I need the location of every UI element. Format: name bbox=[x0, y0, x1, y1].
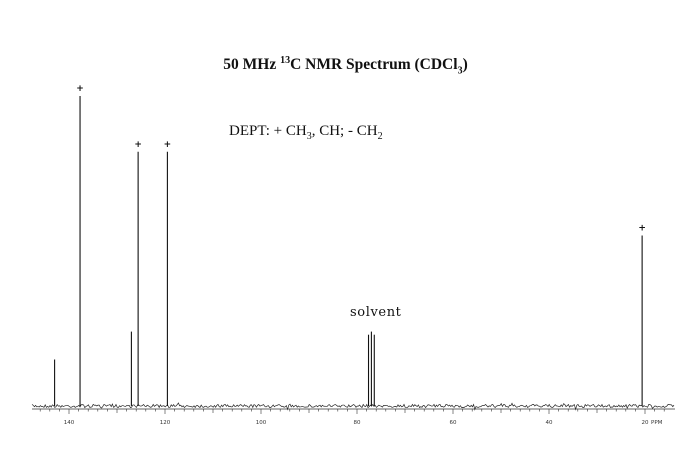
tick-label-100: 100 bbox=[256, 420, 267, 426]
tick-label-80: 80 bbox=[354, 420, 361, 426]
dept-plus-marker-3: + bbox=[134, 140, 142, 150]
tick-label-40: 40 bbox=[546, 420, 553, 426]
title-suffix: ) bbox=[462, 56, 468, 74]
peaks bbox=[54, 96, 643, 406]
tick-label-20: 20 bbox=[642, 420, 649, 426]
ppm-axis: 140 120 100 80 60 40 20 PPM bbox=[32, 408, 675, 426]
dept-sub1: 3 bbox=[306, 131, 312, 142]
solvent-label: solvent bbox=[350, 305, 402, 320]
dept-markers: + + + + bbox=[76, 84, 646, 234]
dept-plus-marker-8: + bbox=[638, 224, 646, 234]
tick-label-120: 120 bbox=[160, 420, 171, 426]
dept-plus-marker-4: + bbox=[164, 140, 172, 150]
axis-unit-label: PPM bbox=[651, 420, 663, 426]
title-subscript: 3 bbox=[457, 65, 463, 77]
dept-legend: DEPT: + CH3, CH; - CH2 bbox=[229, 123, 383, 142]
tick-label-60: 60 bbox=[450, 420, 457, 426]
baseline-noise bbox=[31, 402, 675, 411]
dept-part1: DEPT: + CH bbox=[229, 123, 307, 139]
dept-plus-marker-1: + bbox=[76, 84, 84, 94]
baseline-trace bbox=[31, 402, 675, 411]
dept-sub2: 2 bbox=[377, 131, 383, 142]
dept-part2: , CH; - CH bbox=[311, 123, 378, 139]
title-isotope-mass: 13 bbox=[280, 55, 291, 66]
tick-label-140: 140 bbox=[64, 420, 75, 426]
spectrum-title: 50 MHz 13C NMR Spectrum (CDCl3) bbox=[0, 55, 691, 76]
title-middle: C NMR Spectrum (CDCl bbox=[290, 56, 458, 74]
title-prefix: 50 MHz bbox=[223, 56, 281, 74]
